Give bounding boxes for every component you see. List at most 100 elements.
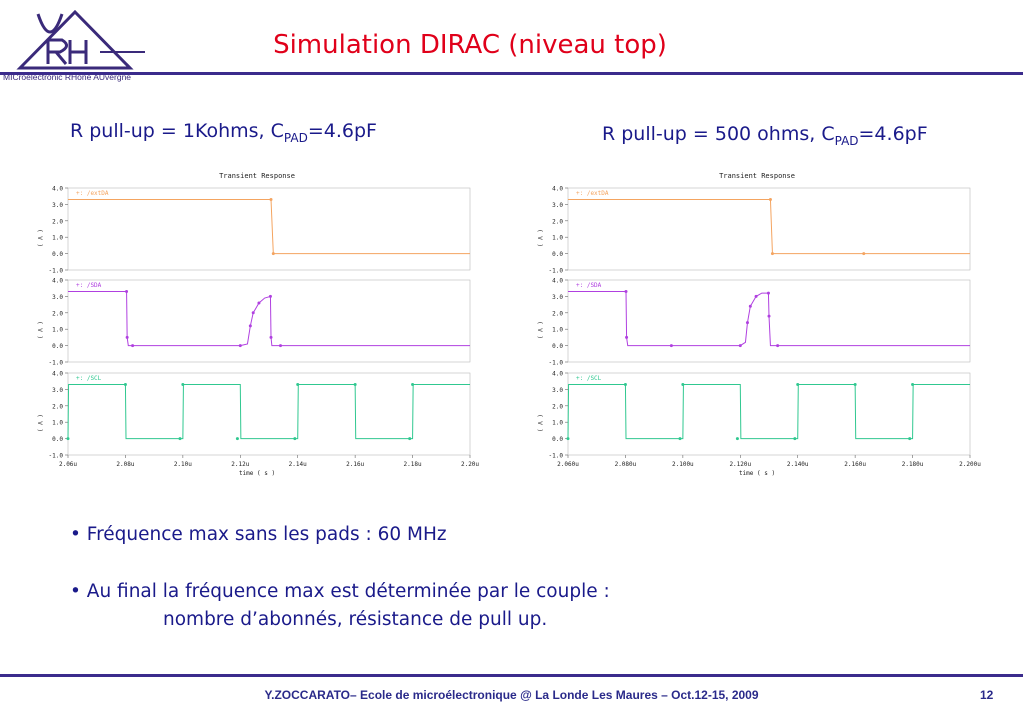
caption-text: R pull-up = 500 ohms, C bbox=[602, 123, 835, 145]
logo-triangle bbox=[16, 9, 134, 70]
y-tick-label: 4.0 bbox=[552, 371, 563, 378]
data-point bbox=[566, 437, 570, 441]
y-tick-label: 4.0 bbox=[52, 186, 63, 193]
x-tick-label: 2.060u bbox=[557, 461, 579, 468]
data-point bbox=[624, 289, 628, 293]
right-plot-caption: R pull-up = 500 ohms, CPAD=4.6pF bbox=[602, 123, 928, 148]
y-tick-label: 2.0 bbox=[52, 310, 63, 317]
caption-tail: =4.6pF bbox=[307, 120, 377, 142]
y-tick-label: -1.0 bbox=[549, 453, 564, 460]
data-point bbox=[625, 335, 629, 339]
y-tick-label: 1.0 bbox=[52, 235, 63, 242]
data-point bbox=[745, 321, 749, 325]
caption-subscript: PAD bbox=[283, 130, 308, 145]
data-point bbox=[770, 252, 774, 256]
data-point bbox=[754, 294, 758, 298]
data-point bbox=[293, 437, 297, 441]
data-point bbox=[125, 289, 129, 293]
transient-plot-500ohm: Transient Response 4.0 3.0 2.0 1.0 0.0 -1.0 ( V… bbox=[536, 172, 981, 477]
data-point bbox=[862, 252, 866, 256]
y-tick-label: 3.0 bbox=[552, 202, 563, 209]
x-tick-label: 2.12u bbox=[231, 461, 249, 468]
y-tick-label: 0.0 bbox=[52, 343, 63, 350]
y-tick-label: 1.0 bbox=[52, 327, 63, 334]
x-axis-label: time ( s ) bbox=[739, 470, 775, 477]
panel-frame bbox=[67, 187, 471, 271]
data-point bbox=[66, 437, 70, 441]
data-point bbox=[748, 304, 752, 308]
x-tick-label: 2.16u bbox=[346, 461, 364, 468]
y-tick-label: 0.0 bbox=[552, 251, 563, 258]
caption-subscript: PAD bbox=[834, 133, 859, 148]
y-axis-label: ( V ) bbox=[36, 321, 43, 339]
y-tick-label: 3.0 bbox=[52, 387, 63, 394]
y-axis-label: ( V ) bbox=[36, 229, 43, 247]
x-tick-label: 2.100u bbox=[672, 461, 694, 468]
x-tick-label: 2.200u bbox=[959, 461, 981, 468]
data-point bbox=[768, 197, 772, 201]
series-legend: +: /extDA bbox=[576, 190, 609, 197]
caption-text: R pull-up = 1Kohms, C bbox=[70, 120, 284, 142]
data-point bbox=[181, 382, 185, 386]
x-tick-label: 2.10u bbox=[174, 461, 192, 468]
footer-text: Y.ZOCCARATO– Ecole de microélectronique … bbox=[264, 688, 759, 702]
y-tick-label: 1.0 bbox=[552, 420, 563, 427]
data-point bbox=[908, 437, 912, 441]
y-tick-label: 0.0 bbox=[52, 436, 63, 443]
series-legend: +: /extDA bbox=[76, 190, 109, 197]
data-point bbox=[123, 382, 127, 386]
panel-frame bbox=[67, 279, 471, 363]
transient-plot-1kohm: Transient Response 4.0 3.0 2.0 1.0 0.0 -1.0 ( V… bbox=[36, 172, 479, 477]
y-tick-label: 2.0 bbox=[552, 310, 563, 317]
y-tick-label: 4.0 bbox=[552, 278, 563, 285]
series-line-extDA bbox=[68, 198, 470, 255]
y-tick-label: 0.0 bbox=[52, 251, 63, 258]
y-tick-label: 1.0 bbox=[552, 327, 563, 334]
series-line-SCL bbox=[67, 383, 470, 440]
y-axis-label: ( V ) bbox=[536, 229, 543, 247]
page-number: 12 bbox=[980, 688, 994, 702]
data-point bbox=[278, 344, 282, 348]
data-point bbox=[251, 311, 255, 315]
x-tick-label: 2.06u bbox=[59, 461, 77, 468]
data-point bbox=[235, 437, 239, 441]
x-tick-label: 2.120u bbox=[729, 461, 751, 468]
y-tick-label: 4.0 bbox=[552, 186, 563, 193]
y-tick-label: 0.0 bbox=[552, 343, 563, 350]
data-point bbox=[408, 437, 412, 441]
chart-title: Transient Response bbox=[719, 172, 795, 180]
panel-frame bbox=[567, 187, 971, 271]
data-point bbox=[766, 291, 770, 295]
series-legend: +: /SDA bbox=[76, 282, 102, 289]
data-point bbox=[853, 382, 857, 386]
header-rule bbox=[0, 72, 1023, 75]
bullet-conclusion: • Au final la fréquence max est détermin… bbox=[70, 581, 610, 602]
logo-h-glyph bbox=[68, 40, 88, 64]
footer-rule bbox=[0, 674, 1023, 677]
series-legend: +: /SDA bbox=[576, 282, 602, 289]
logo-mu-glyph bbox=[36, 13, 64, 34]
data-point bbox=[681, 382, 685, 386]
x-axis-label: time ( s ) bbox=[239, 470, 275, 477]
y-tick-label: 3.0 bbox=[552, 294, 563, 301]
data-point bbox=[776, 344, 780, 348]
caption-tail: =4.6pF bbox=[858, 123, 928, 145]
y-tick-label: 3.0 bbox=[52, 294, 63, 301]
y-tick-label: 2.0 bbox=[52, 403, 63, 410]
x-tick-label: 2.180u bbox=[902, 461, 924, 468]
y-tick-label: 2.0 bbox=[552, 218, 563, 225]
y-tick-label: -1.0 bbox=[49, 268, 64, 275]
y-tick-label: -1.0 bbox=[49, 360, 64, 367]
data-point bbox=[238, 344, 242, 348]
series-line-SDA bbox=[568, 290, 970, 347]
data-point bbox=[796, 382, 800, 386]
data-point bbox=[268, 294, 272, 298]
x-tick-label: 2.160u bbox=[844, 461, 866, 468]
left-plot-caption: R pull-up = 1Kohms, CPAD=4.6pF bbox=[70, 120, 377, 145]
panel-frame bbox=[67, 372, 471, 456]
page-title: Simulation DIRAC (niveau top) bbox=[273, 30, 667, 60]
x-tick-label: 2.080u bbox=[615, 461, 637, 468]
logo-caption: MICroelectronic RHone AUvergne bbox=[3, 72, 132, 82]
data-point bbox=[269, 335, 273, 339]
y-tick-label: -1.0 bbox=[49, 453, 64, 460]
